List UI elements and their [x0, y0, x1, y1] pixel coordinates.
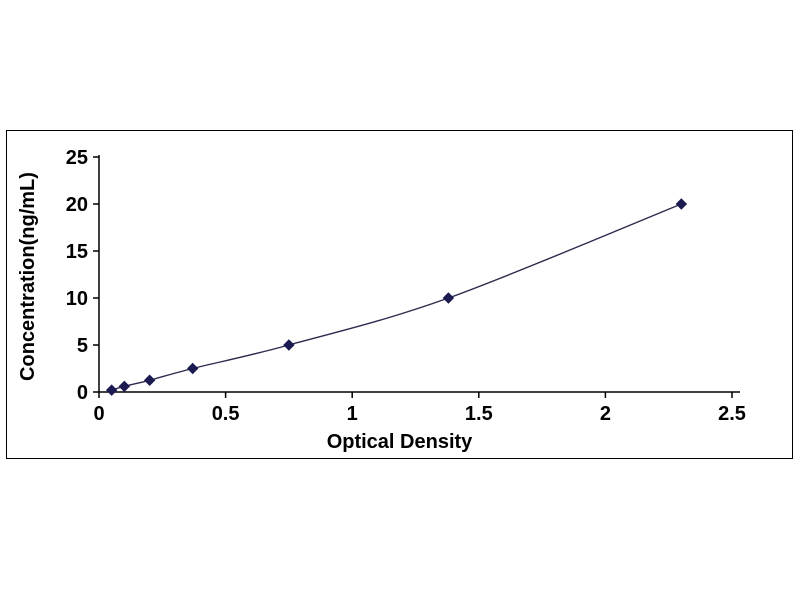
y-tick-label: 0 [77, 382, 88, 404]
y-tick-label: 25 [66, 147, 88, 169]
x-tick-label: 2.5 [718, 403, 746, 425]
standard-curve-chart: 0 0.5 1 1.5 2 2.5 0 5 10 15 20 25 Optical Density C… [6, 130, 793, 459]
data-point-marker [105, 384, 118, 396]
data-point-marker [283, 339, 295, 351]
x-tick-label: 0.5 [212, 403, 240, 425]
curve-line [111, 203, 682, 391]
y-tick-label: 20 [66, 194, 88, 216]
x-tick-label: 2 [600, 403, 611, 425]
data-point-marker [442, 292, 455, 304]
data-point-marker [143, 374, 156, 386]
data-point-marker [675, 198, 688, 210]
chart-canvas: 0 0.5 1 1.5 2 2.5 0 5 10 15 20 25 [66, 147, 746, 425]
y-tick-label: 5 [77, 335, 88, 357]
y-axis-title: Concentration(ng/mL) [17, 172, 39, 381]
data-point-marker [186, 362, 199, 375]
data-point-marker [118, 380, 131, 393]
x-tick-label: 1 [347, 403, 358, 425]
x-tick-label: 1.5 [465, 403, 493, 425]
y-tick-label: 15 [66, 241, 88, 263]
x-tick-label: 0 [93, 403, 104, 425]
y-tick-label: 10 [66, 288, 88, 310]
x-axis-title: Optical Density [326, 431, 473, 453]
